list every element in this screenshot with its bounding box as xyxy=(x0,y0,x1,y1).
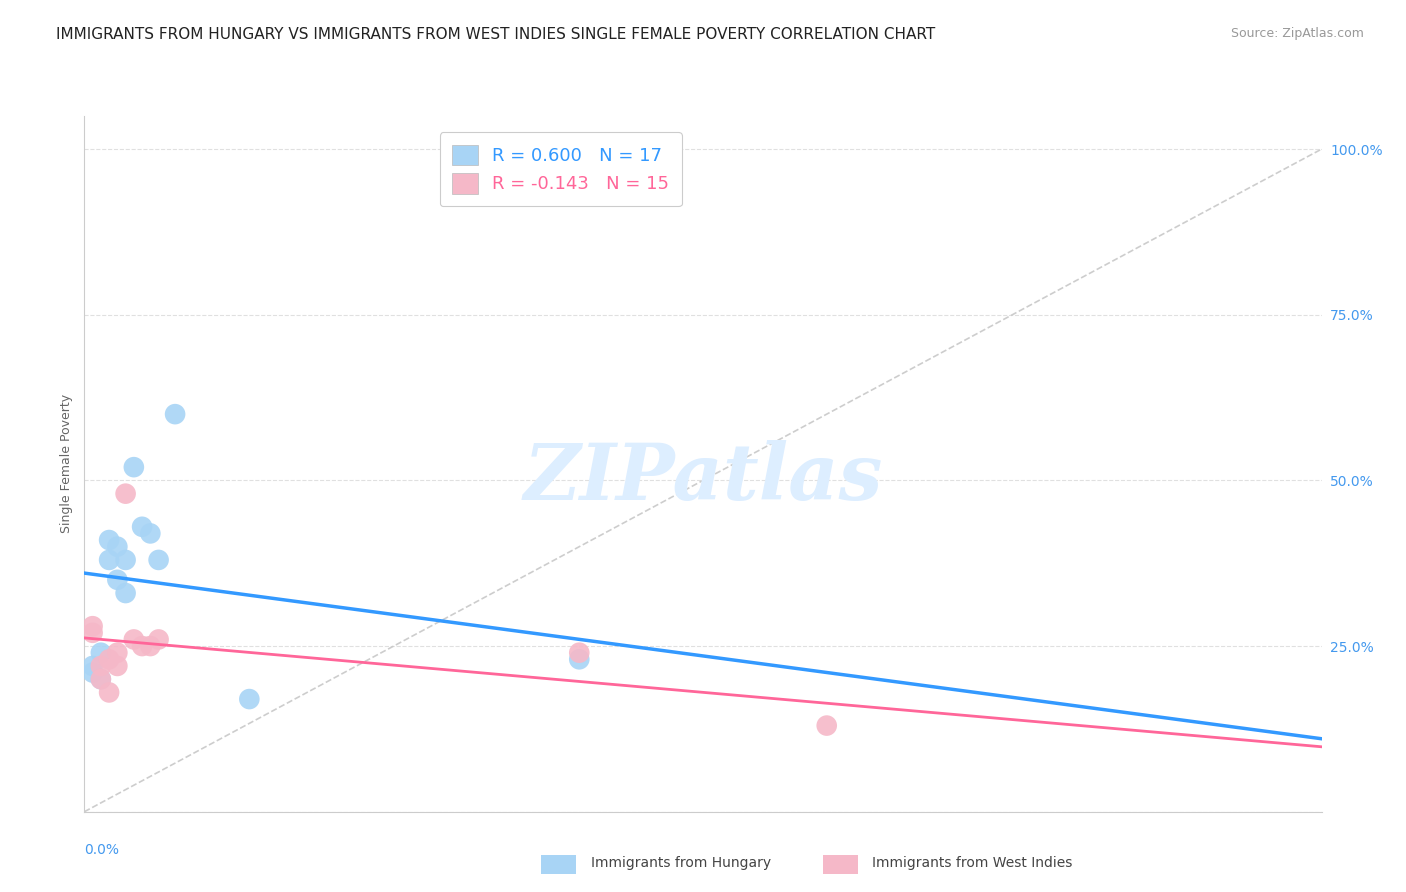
Point xyxy=(105,573,128,587)
Point xyxy=(98,685,121,699)
Point xyxy=(139,639,162,653)
Point xyxy=(122,460,145,475)
Point xyxy=(105,659,128,673)
Point xyxy=(568,652,591,666)
Point xyxy=(148,553,170,567)
Text: IMMIGRANTS FROM HUNGARY VS IMMIGRANTS FROM WEST INDIES SINGLE FEMALE POVERTY COR: IMMIGRANTS FROM HUNGARY VS IMMIGRANTS FR… xyxy=(56,27,935,42)
Legend: R = 0.600   N = 17, R = -0.143   N = 15: R = 0.600 N = 17, R = -0.143 N = 15 xyxy=(440,132,682,206)
Point xyxy=(98,533,121,547)
Point xyxy=(148,632,170,647)
Point xyxy=(114,553,136,567)
Point xyxy=(105,540,128,554)
Point xyxy=(90,672,112,686)
Point xyxy=(114,586,136,600)
Point xyxy=(122,632,145,647)
Text: Source: ZipAtlas.com: Source: ZipAtlas.com xyxy=(1230,27,1364,40)
Point xyxy=(82,665,104,680)
Point xyxy=(568,646,591,660)
Point xyxy=(90,672,112,686)
Point xyxy=(114,486,136,500)
Text: Immigrants from West Indies: Immigrants from West Indies xyxy=(872,856,1073,871)
Point xyxy=(82,659,104,673)
Point xyxy=(165,407,187,421)
Point xyxy=(82,619,104,633)
Point xyxy=(238,692,260,706)
Y-axis label: Single Female Poverty: Single Female Poverty xyxy=(60,394,73,533)
Text: 0.0%: 0.0% xyxy=(84,843,120,857)
Point xyxy=(139,526,162,541)
Point xyxy=(131,520,153,534)
Point xyxy=(105,646,128,660)
Point xyxy=(82,625,104,640)
Point xyxy=(815,718,838,732)
Point xyxy=(131,639,153,653)
Text: Immigrants from Hungary: Immigrants from Hungary xyxy=(591,856,770,871)
Text: ZIPatlas: ZIPatlas xyxy=(523,440,883,516)
Point xyxy=(98,652,121,666)
Point xyxy=(98,553,121,567)
Point xyxy=(90,659,112,673)
Point xyxy=(90,646,112,660)
